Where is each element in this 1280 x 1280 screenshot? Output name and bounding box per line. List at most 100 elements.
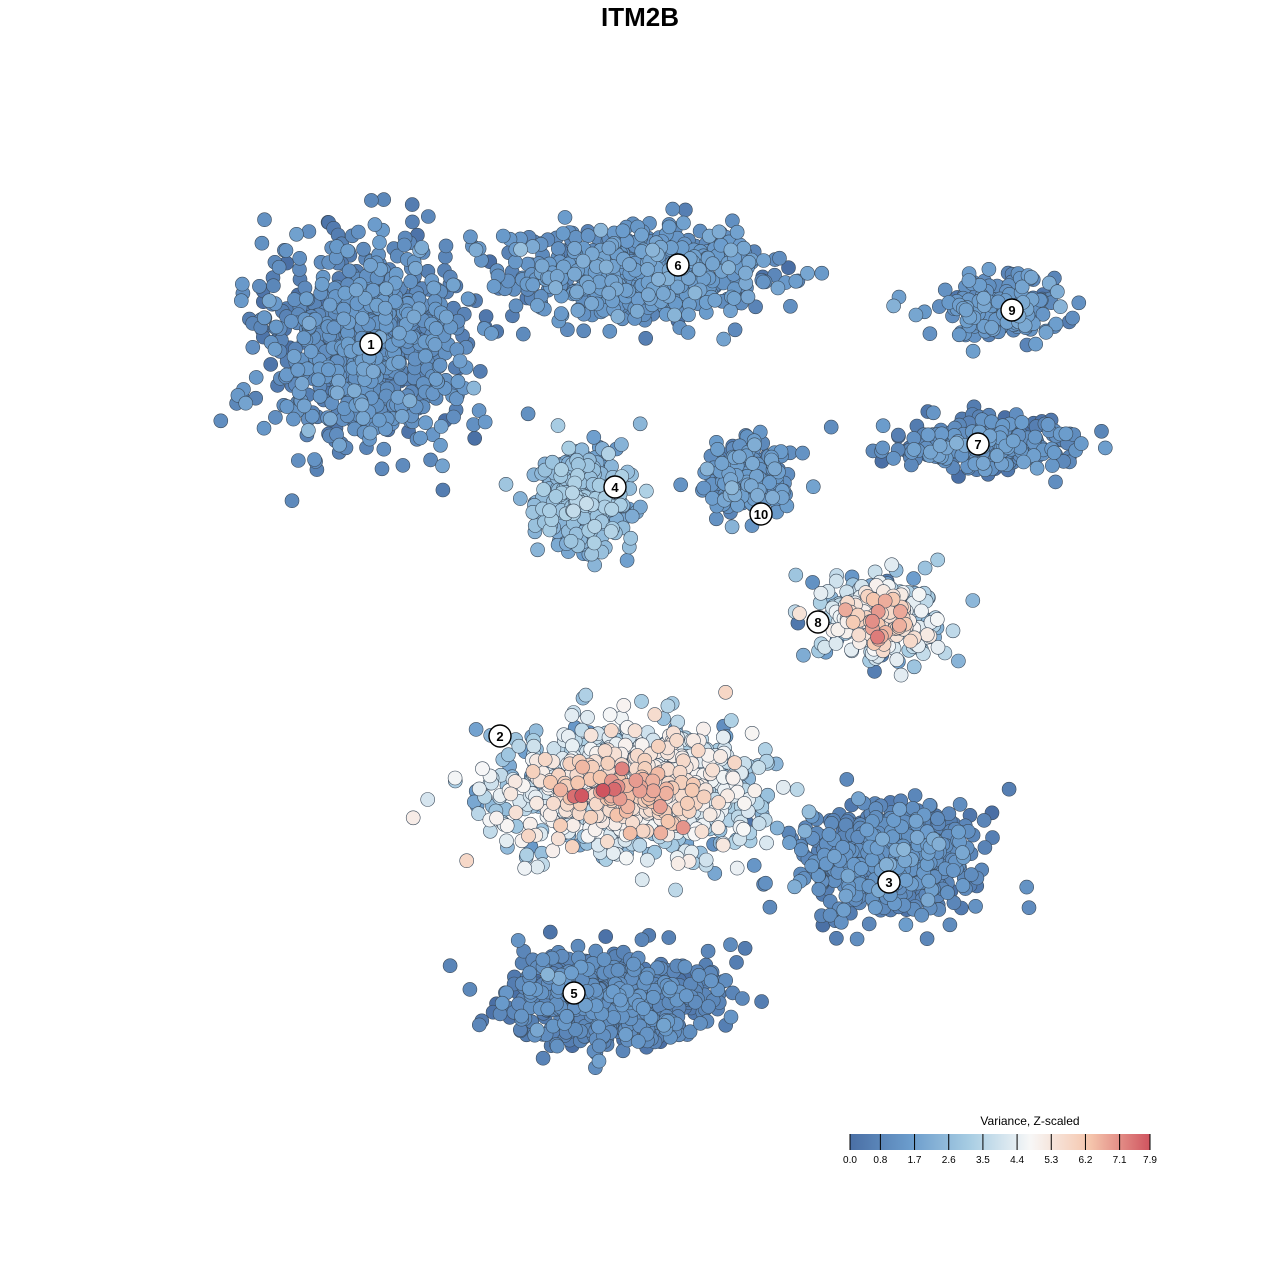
data-point [336, 311, 352, 327]
data-point [438, 238, 454, 254]
data-point [367, 217, 383, 232]
data-point [508, 298, 524, 314]
data-point [639, 970, 655, 986]
data-point [433, 437, 448, 453]
data-point [698, 852, 714, 868]
data-point [268, 410, 283, 425]
data-point [513, 242, 528, 257]
data-point [920, 892, 936, 908]
data-point [1040, 417, 1056, 432]
data-point [800, 265, 815, 281]
data-point [886, 298, 901, 314]
data-point [521, 981, 537, 996]
data-point [591, 1019, 606, 1035]
data-point [1058, 426, 1074, 442]
data-point [371, 412, 387, 428]
data-point [372, 235, 387, 250]
data-point [622, 257, 637, 272]
data-point [296, 398, 312, 414]
data-point [376, 441, 392, 457]
data-point [754, 994, 769, 1009]
data-point [466, 380, 482, 396]
data-point [548, 489, 564, 504]
data-point [737, 940, 753, 956]
data-point [530, 298, 545, 313]
data-point [301, 315, 317, 331]
data-point [981, 261, 997, 277]
data-point [804, 858, 820, 874]
data-point [867, 900, 883, 915]
data-point [1038, 325, 1054, 340]
data-point [426, 280, 442, 296]
data-point [976, 813, 992, 828]
data-point [632, 416, 648, 432]
data-point [759, 835, 774, 851]
data-point [427, 337, 443, 352]
points-layer [213, 192, 1113, 1075]
data-point [213, 413, 229, 429]
data-point [535, 952, 551, 968]
data-point [703, 973, 719, 989]
data-point [748, 299, 763, 315]
data-point [1074, 436, 1089, 451]
data-point [526, 738, 542, 754]
data-point [723, 713, 739, 728]
data-point [691, 262, 707, 277]
data-point [945, 623, 961, 639]
data-point [266, 278, 281, 294]
data-point [341, 263, 357, 279]
data-point [829, 930, 844, 946]
data-point [557, 210, 573, 225]
data-point [542, 503, 557, 519]
data-point [1045, 458, 1060, 473]
data-point [279, 399, 295, 414]
data-point [951, 653, 966, 669]
data-point [940, 885, 955, 901]
data-point [615, 223, 631, 239]
data-point [452, 353, 468, 369]
data-point [788, 273, 804, 289]
data-point [1028, 336, 1043, 352]
data-point [321, 362, 336, 378]
data-point [332, 437, 347, 453]
data-point [555, 226, 571, 241]
data-point [731, 449, 747, 465]
data-point [886, 451, 901, 466]
data-point [665, 201, 681, 217]
data-point [937, 282, 953, 298]
data-point [428, 321, 444, 336]
data-point [418, 348, 433, 364]
data-point [517, 860, 533, 876]
data-point [567, 241, 583, 256]
data-point [788, 567, 804, 583]
data-point [811, 882, 827, 897]
data-point [626, 956, 641, 972]
data-point [522, 965, 537, 981]
data-point [955, 845, 970, 860]
data-point [896, 842, 912, 857]
data-point [906, 571, 921, 586]
data-point [450, 374, 466, 390]
data-point [833, 914, 849, 930]
data-point [889, 652, 905, 668]
data-point [965, 593, 981, 608]
data-point [772, 250, 787, 266]
data-point [976, 290, 992, 306]
data-point [267, 341, 283, 357]
data-point [619, 553, 635, 568]
data-point [494, 995, 510, 1011]
data-point [263, 357, 279, 372]
data-point [520, 406, 536, 422]
data-point [530, 859, 545, 875]
data-point [420, 792, 436, 807]
data-point [301, 224, 317, 239]
data-point [782, 835, 797, 851]
data-point [435, 458, 450, 474]
data-point [747, 437, 762, 453]
data-point [651, 271, 666, 287]
data-point [634, 872, 650, 888]
data-point [945, 863, 961, 878]
data-point [735, 991, 750, 1006]
data-point [602, 323, 618, 339]
